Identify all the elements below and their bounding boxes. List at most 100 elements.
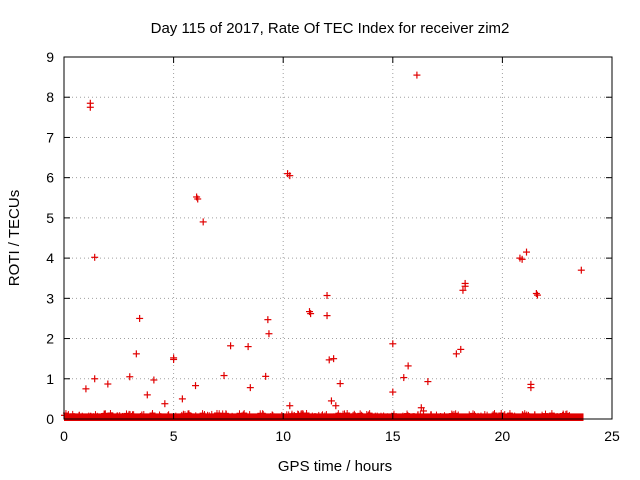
data-point [104, 380, 112, 388]
x-axis-label: GPS time / hours [278, 458, 392, 475]
baseline-point [481, 411, 488, 418]
data-point [199, 218, 207, 226]
data-point [86, 103, 94, 111]
baseline-point [213, 409, 220, 416]
baseline-point [278, 413, 285, 420]
data-point [286, 402, 294, 410]
baseline-point [101, 410, 108, 417]
tick-labels: 0 5 10 15 20 25 0 1 2 3 4 5 6 7 8 9 [46, 49, 620, 444]
x-tick-label: 15 [385, 428, 401, 444]
baseline-point [199, 410, 206, 417]
baseline-point [548, 410, 555, 417]
data-point [244, 343, 252, 351]
data-point [262, 372, 270, 380]
y-tick-label: 1 [46, 371, 54, 387]
baseline-point [366, 410, 373, 417]
data-point [389, 388, 397, 396]
baseline-point [240, 411, 247, 418]
axis-ticks [63, 56, 613, 420]
baseline-point [76, 411, 83, 418]
baseline-point [291, 411, 298, 418]
data-point [264, 316, 272, 324]
baseline-point [165, 411, 172, 418]
plot-frame [63, 56, 613, 420]
baseline-point [471, 411, 478, 418]
data-point [91, 375, 99, 383]
baseline-point [456, 413, 463, 420]
y-tick-label: 2 [46, 331, 54, 347]
data-point [577, 266, 585, 274]
x-tick-label: 0 [60, 428, 68, 444]
data-point [459, 286, 467, 294]
baseline-point [544, 413, 551, 420]
baseline-point [433, 411, 440, 418]
baseline-point [357, 410, 364, 417]
baseline-point [234, 412, 241, 419]
data-point [170, 355, 178, 363]
data-point [461, 282, 469, 290]
baseline-point [427, 411, 434, 418]
data-point [138, 411, 146, 419]
data-point [330, 355, 338, 363]
baseline-point [69, 410, 76, 417]
data-point [323, 292, 331, 300]
baseline-point [225, 412, 232, 419]
baseline-point [490, 411, 497, 418]
baseline-point [283, 411, 290, 418]
data-point [400, 374, 408, 382]
y-tick-label: 0 [46, 411, 54, 427]
data-point [457, 345, 465, 353]
baseline-point [109, 412, 116, 419]
baseline-point [466, 411, 473, 418]
data-point [227, 342, 235, 350]
baseline-point [217, 412, 224, 419]
baseline-point [257, 410, 264, 417]
baseline-point [204, 411, 211, 418]
baseline-point [128, 412, 135, 419]
data-point [220, 372, 228, 380]
data-point [327, 397, 335, 405]
data-point [132, 350, 140, 358]
baseline-point [475, 412, 482, 419]
baseline-point [519, 411, 526, 418]
baseline-point [335, 410, 342, 417]
y-tick-label: 9 [46, 49, 54, 65]
data-point [246, 384, 254, 392]
data-point [533, 291, 541, 299]
baseline-point [437, 412, 444, 419]
baseline-point [119, 412, 126, 419]
baseline-point [192, 412, 199, 419]
data-point [527, 384, 535, 392]
data-point [332, 402, 340, 410]
baseline-point [470, 410, 477, 417]
data-point [286, 172, 294, 180]
x-tick-label: 10 [275, 428, 291, 444]
x-tick-label: 20 [495, 428, 511, 444]
baseline-point [294, 410, 301, 417]
baseline-band [61, 409, 584, 421]
data-point [126, 373, 134, 381]
data-point [419, 407, 427, 415]
baseline-point [448, 410, 455, 417]
y-axis-label: ROTI / TECUs [6, 190, 23, 286]
y-tick-label: 8 [46, 89, 54, 105]
data-point [268, 411, 276, 419]
data-point [143, 391, 151, 399]
baseline-point [350, 411, 357, 418]
data-point [413, 71, 421, 79]
grid-lines [64, 57, 612, 419]
baseline-point [384, 413, 391, 420]
data-point [323, 312, 331, 320]
baseline-point [345, 412, 352, 419]
baseline-point [363, 410, 370, 417]
baseline-point [114, 412, 121, 419]
data-point [91, 253, 99, 261]
baseline-point [303, 410, 310, 417]
data-point [161, 400, 169, 408]
baseline-point [323, 411, 330, 418]
data-point [424, 378, 432, 386]
data-point [136, 314, 144, 322]
y-tick-label: 4 [46, 250, 54, 266]
baseline-point [149, 410, 156, 417]
